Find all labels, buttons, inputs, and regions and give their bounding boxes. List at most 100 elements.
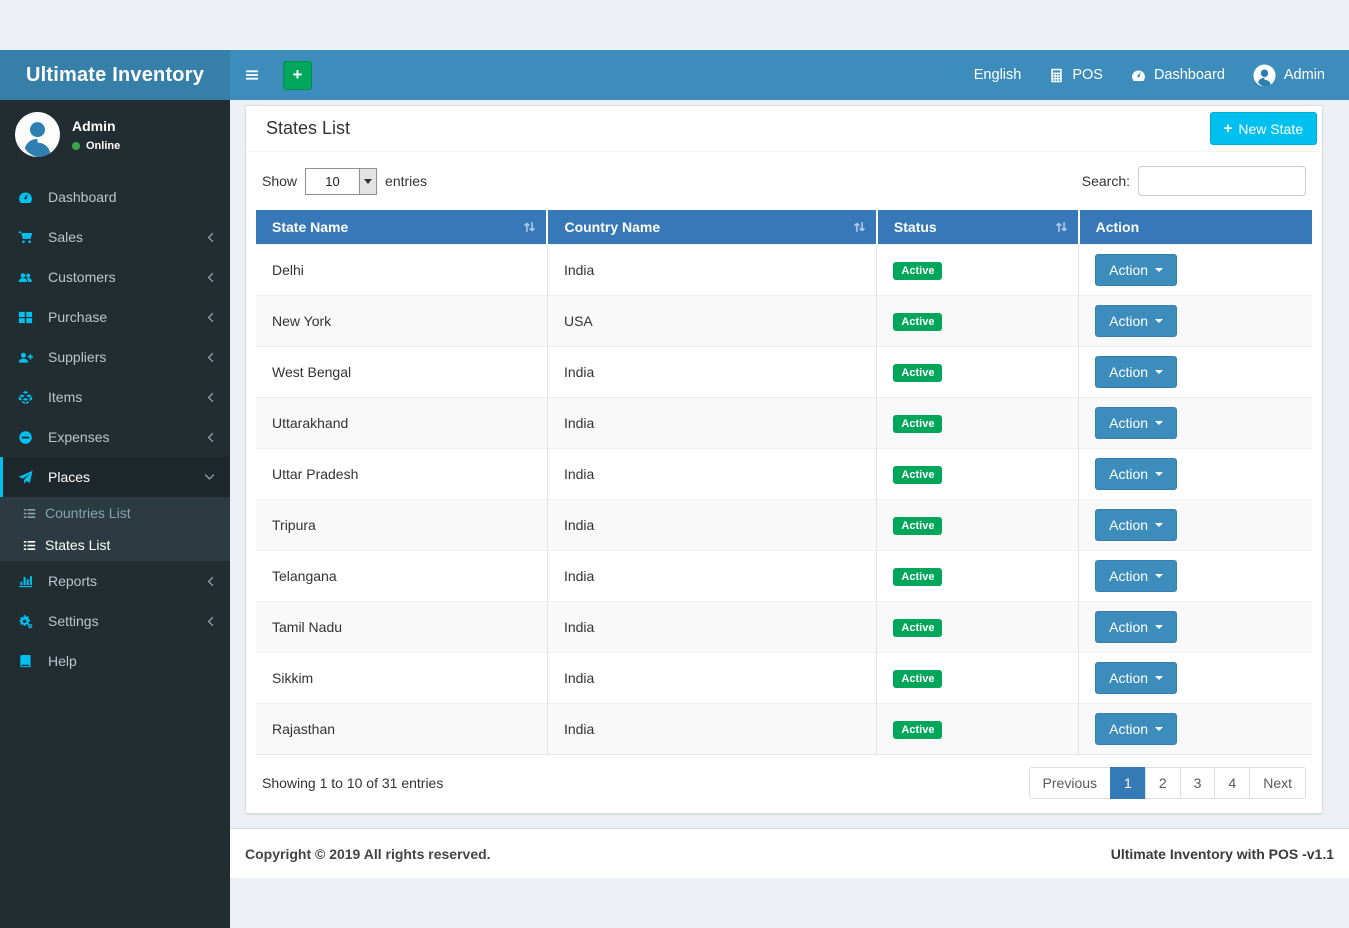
action-dropdown-button[interactable]: Action <box>1095 560 1178 592</box>
app-header: Ultimate Inventory + English <box>0 50 1349 100</box>
state-name-cell: Delhi <box>256 244 548 296</box>
sidebar-item-items: Items <box>0 377 230 417</box>
caret-down-icon <box>1155 319 1164 323</box>
action-dropdown-button[interactable]: Action <box>1095 407 1178 439</box>
action-dropdown-button[interactable]: Action <box>1095 662 1178 694</box>
pagination-page-3: 3 <box>1179 767 1216 799</box>
sidebar-menu: Dashboard Sales Customers Purchase Suppl… <box>0 177 230 681</box>
chevron-left-icon <box>207 352 215 363</box>
action-dropdown-button[interactable]: Action <box>1095 305 1178 337</box>
country-name-cell: India <box>546 601 877 653</box>
navbar-right-menu: English POS Dashboard <box>960 50 1349 100</box>
action-cell: Action <box>1078 244 1312 296</box>
status-badge: Active <box>893 465 943 484</box>
chevron-left-icon <box>207 432 215 443</box>
copyright-text: Copyright © 2019 All rights reserved. <box>245 845 491 862</box>
status-cell: Active <box>876 295 1079 347</box>
action-cell: Action <box>1078 499 1312 551</box>
action-dropdown-button[interactable]: Action <box>1095 458 1178 490</box>
table-row: New York USA Active Action <box>256 295 1312 347</box>
select-caret-icon <box>359 168 377 194</box>
status-cell: Active <box>876 499 1079 551</box>
sidebar-item-states-list: States List <box>0 529 230 561</box>
action-dropdown-button[interactable]: Action <box>1095 713 1178 745</box>
state-name-cell: Rajasthan <box>256 703 548 755</box>
country-name-cell: India <box>546 448 877 500</box>
state-name-cell: Uttar Pradesh <box>256 448 548 500</box>
status-cell: Active <box>876 244 1079 296</box>
pagination-previous: Previous <box>1028 767 1112 799</box>
action-cell: Action <box>1078 703 1312 755</box>
language-menu[interactable]: English <box>973 67 1022 83</box>
search-input[interactable] <box>1138 166 1306 196</box>
caret-down-icon <box>1155 370 1164 374</box>
sidebar-item-sales: Sales <box>0 217 230 257</box>
new-state-button[interactable]: + New State <box>1209 112 1317 145</box>
page-length-control: Show 10 entries <box>262 167 427 195</box>
state-name-cell: Tripura <box>256 499 548 551</box>
status-badge: Active <box>893 669 943 688</box>
table-header-row: State Name Country Name Status <box>256 210 1312 245</box>
sort-icon <box>1055 221 1068 234</box>
caret-down-icon <box>1155 421 1164 425</box>
chevron-left-icon <box>207 272 215 283</box>
country-name-cell: India <box>546 244 877 296</box>
caret-down-icon <box>1155 523 1164 527</box>
country-name-cell: India <box>546 550 877 602</box>
status-cell: Active <box>876 346 1079 398</box>
country-name-cell: India <box>546 652 877 704</box>
panel-body: Show 10 entries Search: <box>246 152 1322 813</box>
paper-plane-icon <box>18 470 40 485</box>
state-name-cell: New York <box>256 295 548 347</box>
pos-link[interactable]: POS <box>1035 50 1117 100</box>
status-badge: Active <box>893 414 943 433</box>
search-control: Search: <box>1082 166 1306 196</box>
status-cell: Active <box>876 601 1079 653</box>
minus-circle-icon <box>18 430 40 445</box>
action-cell: Action <box>1078 652 1312 704</box>
bar-chart-icon <box>18 574 40 589</box>
chevron-left-icon <box>207 392 215 403</box>
sidebar-user-status[interactable]: Online <box>72 140 120 152</box>
brand-logo[interactable]: Ultimate Inventory <box>0 50 230 100</box>
action-cell: Action <box>1078 601 1312 653</box>
action-cell: Action <box>1078 448 1312 500</box>
sidebar-item-settings: Settings <box>0 601 230 641</box>
dashboard-link[interactable]: Dashboard <box>1117 50 1239 100</box>
page-footer: Copyright © 2019 All rights reserved. Ul… <box>230 828 1349 878</box>
sidebar-item-purchase: Purchase <box>0 297 230 337</box>
caret-down-icon <box>1155 472 1164 476</box>
status-cell: Active <box>876 652 1079 704</box>
sidebar-toggle-button[interactable] <box>230 50 274 100</box>
action-dropdown-button[interactable]: Action <box>1095 356 1178 388</box>
table-row: Sikkim India Active Action <box>256 652 1312 704</box>
action-dropdown-button[interactable]: Action <box>1095 611 1178 643</box>
status-cell: Active <box>876 703 1079 755</box>
panel-header: States List + New State <box>246 106 1322 152</box>
states-panel: States List + New State Show 10 entries <box>245 105 1323 814</box>
entries-select[interactable]: 10 <box>305 167 378 195</box>
grid-icon <box>18 310 40 325</box>
column-header-status[interactable]: Status <box>875 210 1079 245</box>
chevron-left-icon <box>207 616 215 627</box>
status-badge: Active <box>893 363 943 382</box>
online-status-icon <box>72 141 80 150</box>
quick-add-button[interactable]: + <box>283 60 312 90</box>
column-header-country-name[interactable]: Country Name <box>546 210 877 245</box>
users-icon <box>18 270 40 285</box>
user-menu[interactable]: Admin <box>1239 50 1339 100</box>
country-name-cell: USA <box>546 295 877 347</box>
action-dropdown-button[interactable]: Action <box>1095 509 1178 541</box>
column-header-state-name[interactable]: State Name <box>256 210 548 245</box>
state-name-cell: Uttarakhand <box>256 397 548 449</box>
shopping-cart-icon <box>18 230 40 245</box>
chevron-down-icon <box>204 473 215 481</box>
table-row: Rajasthan India Active Action <box>256 703 1312 755</box>
sidebar-user-name: Admin <box>72 117 116 134</box>
table-footer: Showing 1 to 10 of 31 entries Previous 1… <box>262 767 1306 799</box>
status-badge: Active <box>893 618 943 637</box>
chevron-left-icon <box>207 312 215 323</box>
action-dropdown-button[interactable]: Action <box>1095 254 1178 286</box>
table-row: Telangana India Active Action <box>256 550 1312 602</box>
sidebar-item-countries-list: Countries List <box>0 497 230 529</box>
